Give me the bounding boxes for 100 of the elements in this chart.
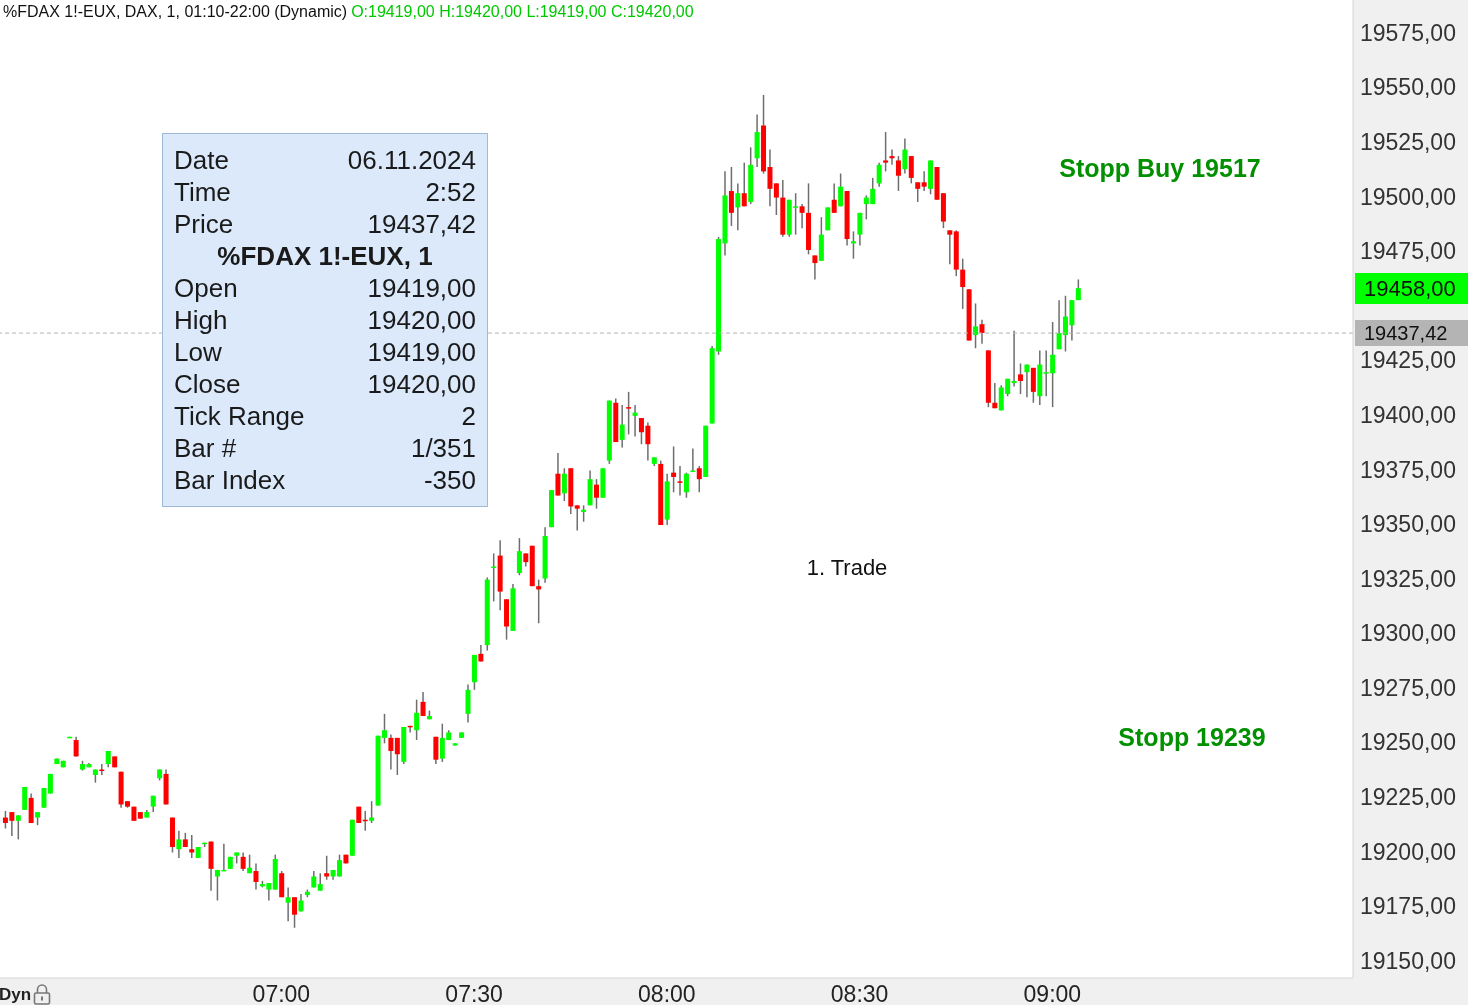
annotation: 19420,00 [367, 304, 476, 336]
y-tick-label: 19400,00 [1360, 401, 1456, 428]
candlestick [632, 404, 638, 438]
candlestick [741, 161, 747, 208]
y-tick-label: 19425,00 [1360, 347, 1456, 374]
y-tick-label: 19575,00 [1360, 19, 1456, 46]
candlestick [176, 829, 182, 859]
candlestick [41, 787, 47, 809]
annotation: 19419,00 [367, 272, 476, 304]
x-tick-label: 08:00 [638, 981, 696, 1005]
candlestick [883, 131, 889, 173]
candlestick [420, 691, 426, 717]
annotation: 2 [461, 400, 476, 432]
candlestick [979, 319, 985, 345]
annotation: 19437,42 [367, 208, 476, 240]
candlestick [902, 137, 908, 175]
x-tick-label: 09:00 [1023, 981, 1082, 1005]
annotation: 1/351 [410, 432, 476, 464]
candlestick [728, 166, 734, 227]
candlestick [690, 447, 696, 473]
candlestick [921, 170, 927, 192]
candlestick [292, 896, 298, 929]
annotation: Date [174, 144, 229, 176]
candlestick [285, 886, 291, 922]
annotation: Open [174, 272, 238, 304]
y-tick-label: 19200,00 [1360, 838, 1456, 865]
candlestick [555, 452, 561, 497]
x-tick-label: 07:00 [252, 981, 311, 1005]
text: Dyn [0, 985, 32, 1005]
candlestick [626, 391, 632, 436]
candlestick [960, 257, 966, 310]
annotation: 2:52 [425, 176, 476, 208]
text: %FDAX 1!-EUX, 1 [216, 240, 434, 272]
candlestick [1018, 362, 1024, 395]
candlestick [369, 800, 375, 824]
y-tick-label: 19175,00 [1360, 893, 1456, 920]
annotation: Time [174, 176, 231, 208]
candlestick [947, 229, 953, 265]
y-tick-label: 19275,00 [1360, 674, 1456, 701]
candlestick [799, 203, 805, 229]
candlestick [973, 302, 979, 349]
candlestick [895, 155, 901, 192]
candlestick [594, 478, 600, 510]
candlestick [677, 465, 683, 497]
candlestick [536, 578, 542, 625]
annotation: Stopp 19239 [1118, 722, 1266, 752]
annotation: -350 [423, 464, 476, 496]
y-tick-label: 19325,00 [1360, 565, 1456, 592]
annotation: 06.11.2024 [347, 144, 476, 176]
annotation: Tick Range [174, 400, 305, 432]
annotation: Close [174, 368, 241, 400]
candlestick [850, 230, 856, 260]
annotation: 1. Trade [806, 555, 888, 581]
y-tick-label: 19550,00 [1360, 74, 1456, 101]
annotation: 19420,00 [367, 368, 476, 400]
candlestick [735, 182, 741, 232]
x-tick-label: 08:30 [830, 981, 889, 1005]
ref-line-label: 19437,42 [1355, 320, 1468, 347]
candlestick [394, 737, 400, 776]
annotation: Bar # [174, 432, 237, 464]
candlestick [812, 254, 818, 281]
candlestick [857, 212, 863, 247]
candlestick [683, 471, 689, 499]
candlestick [889, 148, 895, 166]
candlestick [908, 155, 914, 185]
candlestick [831, 182, 837, 214]
annotation: Price [174, 208, 234, 240]
candlestick [15, 814, 21, 841]
candlestick [838, 172, 844, 208]
chart-title: %FDAX 1!-EUX, DAX, 1, 01:10-22:00 (Dynamic) [3, 3, 348, 20]
candlestick [388, 733, 394, 771]
candlestick [561, 467, 567, 502]
y-tick-label: 19475,00 [1360, 238, 1456, 265]
candlestick [414, 698, 420, 741]
y-tick-label: 19300,00 [1360, 620, 1456, 647]
x-tick-label: 07:30 [445, 981, 503, 1005]
y-tick-label: 19500,00 [1360, 183, 1456, 210]
candlestick [189, 834, 195, 859]
y-tick-label: 19250,00 [1360, 729, 1456, 756]
y-tick-label: 19225,00 [1360, 783, 1456, 810]
annotation: High [174, 304, 228, 336]
candlestick [671, 445, 677, 494]
candlestick [574, 504, 580, 532]
candlestick [1024, 363, 1030, 399]
candlestick [433, 736, 439, 765]
candlestick [1011, 329, 1017, 388]
y-tick-label: 19525,00 [1360, 129, 1456, 156]
candlestick [915, 181, 921, 203]
candlestick [619, 404, 625, 449]
candlestick [696, 465, 702, 494]
candlestick [516, 537, 522, 576]
candlestick [240, 851, 246, 872]
chart-subtitle: O:19419,00 H:19420,00 L:19419,00 C:19420,00 [351, 3, 694, 20]
annotation: Bar Index [174, 464, 286, 496]
annotation: Stopp Buy 19517 [1059, 153, 1261, 183]
candlestick [491, 552, 497, 603]
candlestick [773, 182, 779, 216]
text: 19458,00 [1355, 273, 1468, 304]
y-tick-label: 19350,00 [1360, 511, 1456, 538]
candlestick [992, 382, 998, 409]
